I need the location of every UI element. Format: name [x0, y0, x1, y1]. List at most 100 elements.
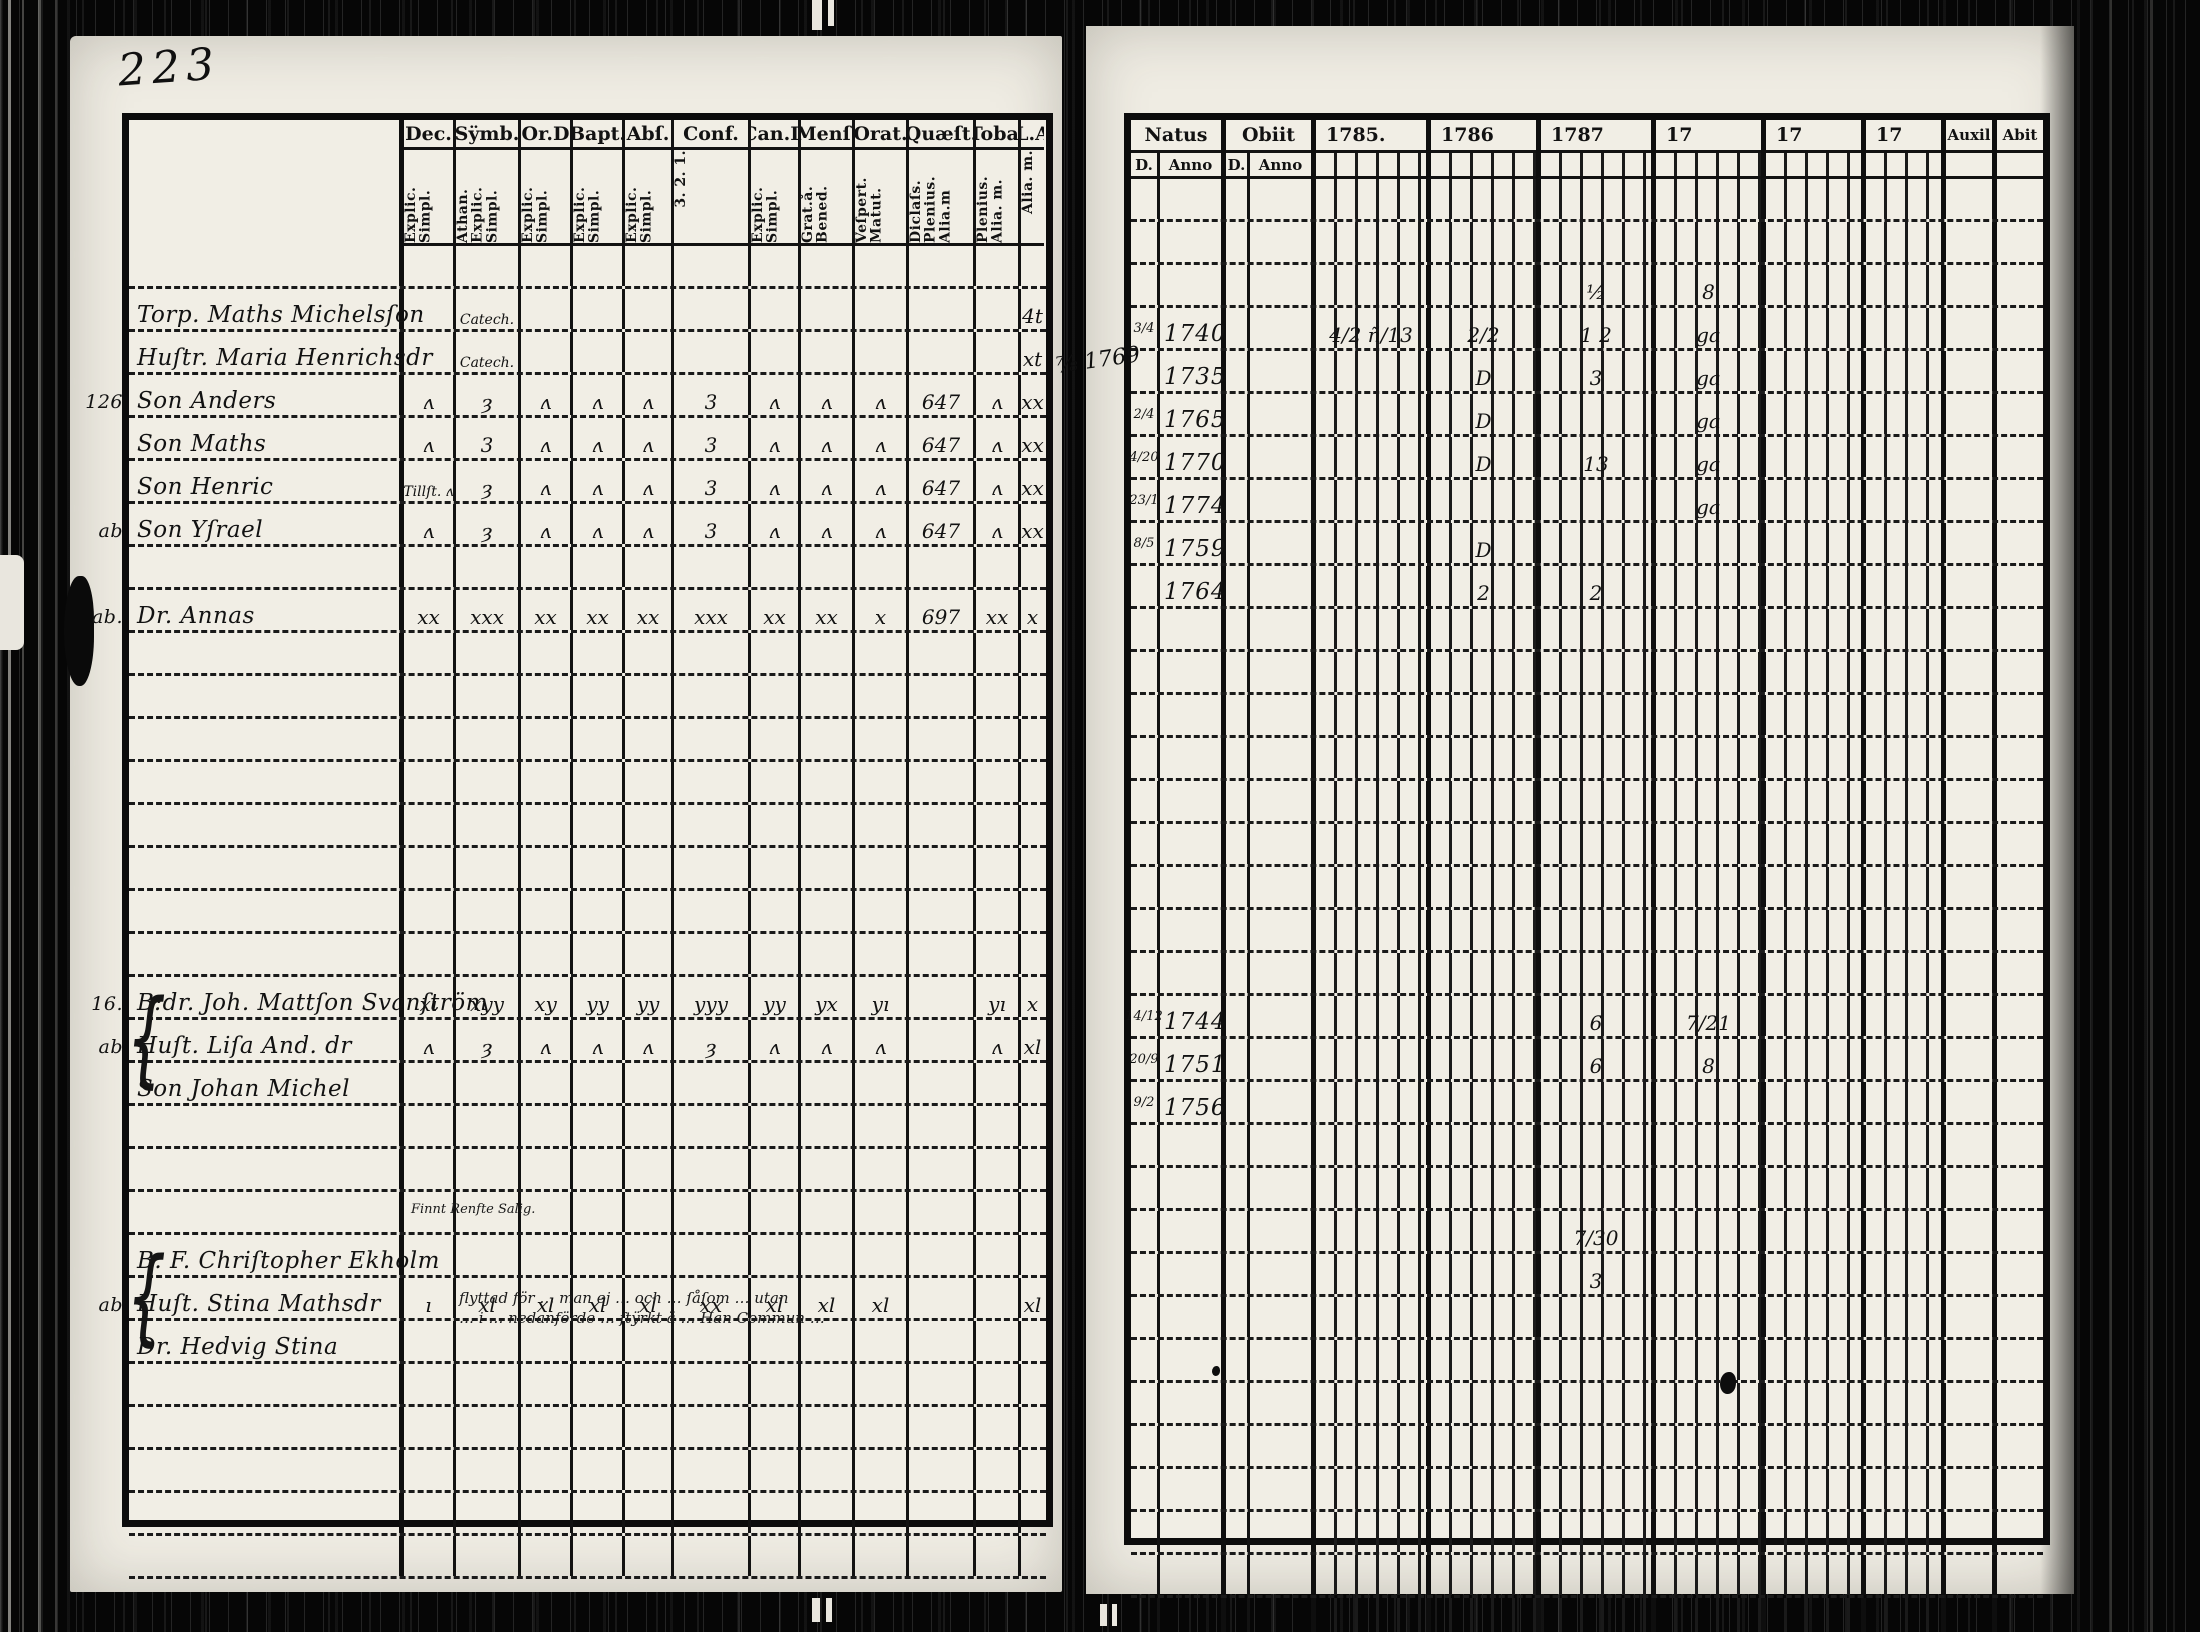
table-cell: ȝ [453, 1020, 518, 1060]
communion-marks-cell [1426, 1254, 1536, 1294]
table-cell: ʌ [570, 1020, 622, 1060]
table-cell: ʌ [399, 1020, 453, 1060]
communion-marks-cell [1536, 824, 1651, 864]
table-cell [622, 891, 671, 931]
table-cell [852, 1192, 906, 1232]
table-row [129, 1493, 1046, 1536]
communion-marks-cell [1536, 1383, 1651, 1423]
column-label: Abſ. [625, 120, 671, 150]
table-cell [1018, 547, 1044, 587]
table-cell [570, 762, 622, 802]
communion-marks-cell [1651, 1383, 1761, 1423]
communion-marks-cell [1536, 738, 1651, 778]
table-cell [453, 1235, 518, 1275]
communion-marks-cell [1861, 1039, 1941, 1079]
table-cell [973, 332, 1018, 372]
table-cell [453, 1321, 518, 1361]
table-cell [798, 633, 852, 673]
communion-marks-cell [1426, 1168, 1536, 1208]
obiit-year-cell [1247, 609, 1311, 649]
table-row: Son Johan Michel [129, 1063, 1046, 1106]
communion-marks-cell [1311, 1254, 1426, 1294]
obiit-year-cell [1247, 652, 1311, 692]
communion-marks-cell [1426, 1297, 1536, 1337]
table-cell [671, 805, 748, 845]
obiit-day-cell [1221, 1512, 1247, 1552]
column-header: Sÿmb. Athan. Explic. Simpl. [453, 120, 518, 246]
column-label: Dec. [404, 120, 453, 150]
communion-marks-cell [1426, 781, 1536, 821]
table-cell [906, 1278, 973, 1318]
table-cell [973, 246, 1018, 286]
table-cell [622, 1536, 671, 1576]
table-cell [399, 1063, 453, 1103]
column-label: Toba. [976, 120, 1018, 150]
communion-marks-cell: D [1426, 437, 1536, 477]
communion-marks-cell [1861, 394, 1941, 434]
column-label: Menſ. [801, 120, 852, 150]
person-name-cell [129, 848, 399, 888]
obiit-day-cell [1221, 1426, 1247, 1466]
table-cell [570, 676, 622, 716]
obiit-year-cell [1247, 1254, 1311, 1294]
table-cell [570, 547, 622, 587]
film-tick [812, 0, 822, 30]
communion-marks-cell [1651, 609, 1761, 649]
table-row [129, 805, 1046, 848]
table-cell [518, 1321, 570, 1361]
left-table-header: Dec. Explic. Simpl. Sÿmb. Athan. Explic. Si… [129, 120, 1046, 246]
communion-marks-cell [1426, 867, 1536, 907]
obiit-year-cell [1247, 1426, 1311, 1466]
table-row [1131, 1555, 2043, 1598]
table-cell [852, 676, 906, 716]
table-cell [748, 332, 798, 372]
table-cell [518, 1063, 570, 1103]
communion-marks-cell [1651, 1082, 1761, 1122]
table-cell [518, 676, 570, 716]
communion-marks-cell [1861, 1082, 1941, 1122]
table-row [129, 1192, 1046, 1235]
table-cell [748, 891, 798, 931]
year-column-header: Auxil [1941, 120, 1992, 153]
communion-marks-cell [1861, 179, 1941, 219]
table-cell [1018, 848, 1044, 888]
natus-year-cell [1157, 1598, 1221, 1632]
film-tick [826, 1598, 832, 1622]
communion-marks-cell [1311, 437, 1426, 477]
year-column-header: 17 [1651, 120, 1761, 153]
natus-year-cell [1157, 1254, 1221, 1294]
communion-marks-cell [1861, 910, 1941, 950]
table-cell [518, 289, 570, 329]
communion-marks-cell [1311, 781, 1426, 821]
column-header: Dec. Explic. Simpl. [399, 120, 453, 246]
table-cell [1018, 934, 1044, 974]
table-cell [973, 1364, 1018, 1404]
communion-marks-cell [1426, 609, 1536, 649]
table-cell [1018, 1149, 1044, 1189]
natus-year-cell [1157, 652, 1221, 692]
table-cell: xx [1018, 504, 1044, 544]
communion-marks-cell [1536, 480, 1651, 520]
abit-cell [1992, 308, 2043, 348]
table-cell [1018, 1536, 1044, 1576]
natus-day-cell: 20/9 [1129, 1051, 1159, 1067]
natus-day-cell: 3/4 [1133, 320, 1155, 336]
obiit-day-cell [1221, 1598, 1247, 1632]
table-cell [798, 676, 852, 716]
natus-year-cell: 1751 [1157, 1039, 1226, 1079]
communion-marks-cell [1536, 652, 1651, 692]
person-name-cell [129, 1450, 399, 1490]
communion-marks-cell [1761, 1297, 1861, 1337]
table-cell [518, 633, 570, 673]
table-row [1131, 222, 2043, 265]
table-cell [906, 547, 973, 587]
table-cell [570, 1536, 622, 1576]
communion-marks-cell [1311, 1383, 1426, 1423]
table-cell [453, 934, 518, 974]
obiit-day-cell [1221, 437, 1247, 477]
communion-marks-cell [1761, 1469, 1861, 1509]
subheader-cell [1536, 153, 1651, 179]
obiit-day-cell [1221, 1297, 1247, 1337]
table-row [129, 1450, 1046, 1493]
communion-marks-cell [1426, 1082, 1536, 1122]
